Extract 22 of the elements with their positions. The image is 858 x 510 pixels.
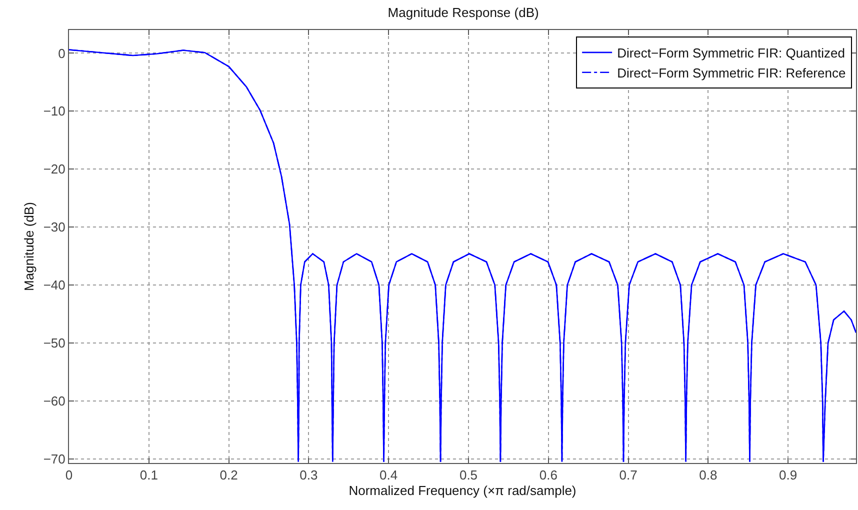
x-tick-label: 0.4 <box>380 468 398 483</box>
x-tick-label: 0.3 <box>300 468 318 483</box>
y-tick-label: 0 <box>58 46 66 61</box>
legend-label: Direct−Form Symmetric FIR: Quantized <box>617 46 845 61</box>
y-axis-title: Magnitude (dB) <box>21 202 36 291</box>
x-tick-label: 0.9 <box>779 468 798 483</box>
y-tick-label: −30 <box>43 220 66 235</box>
x-tick-label: 0.2 <box>220 468 238 483</box>
y-tick-label: −70 <box>43 451 66 466</box>
chart-title: Magnitude Response (dB) <box>388 4 539 20</box>
y-tick-label: −20 <box>43 162 66 177</box>
x-tick-label: 0.1 <box>140 468 158 483</box>
legend-label: Direct−Form Symmetric FIR: Reference <box>617 65 846 80</box>
x-tick-label: 0.7 <box>619 468 638 483</box>
x-tick-label: 0.5 <box>459 468 478 483</box>
x-tick-label: 0.6 <box>539 468 558 483</box>
x-tick-label: 0.8 <box>699 468 718 483</box>
y-tick-label: −10 <box>43 104 66 119</box>
y-tick-label: −60 <box>43 394 66 409</box>
x-axis-title: Normalized Frequency (×π rad/sample) <box>348 483 576 498</box>
y-tick-label: −40 <box>43 278 66 293</box>
y-tick-label: −50 <box>43 336 66 351</box>
